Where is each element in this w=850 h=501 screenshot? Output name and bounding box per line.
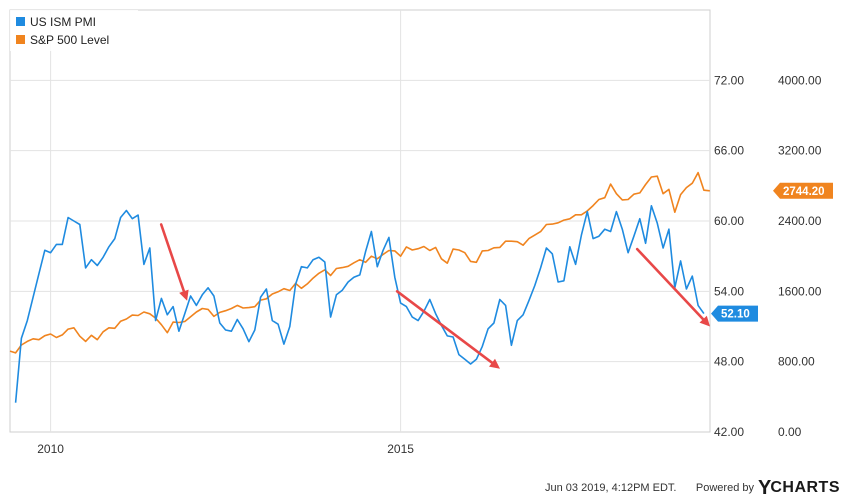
powered-by-text: Powered by: [695, 482, 754, 494]
legend-label-pmi: US ISM PMI: [30, 15, 96, 29]
legend-label-sp500: S&P 500 Level: [30, 33, 109, 47]
trend-arrow-head: [699, 315, 710, 327]
left-axis-tick-label: 42.00: [714, 425, 744, 439]
x-axis-ticks: 2010 2015: [37, 442, 414, 456]
series-line-pmi[interactable]: [14, 205, 705, 403]
trend-arrow-head: [179, 289, 189, 301]
trend-arrow: [635, 247, 710, 327]
right-axis-tick-label: 4000.00: [778, 73, 822, 87]
legend-swatch-sp500: [16, 35, 25, 44]
legend[interactable]: US ISM PMI S&P 500 Level: [10, 10, 138, 51]
legend-item-sp500[interactable]: S&P 500 Level: [16, 33, 109, 47]
series-line-sp500[interactable]: [9, 171, 710, 354]
badge-shape: [711, 305, 758, 322]
last-value-badges: 52.10 2744.20: [711, 182, 833, 322]
left-axis-tick-label: 48.00: [714, 355, 744, 369]
legend-swatch-pmi: [16, 17, 25, 26]
right-axis-ticks: 0.00 800.00 1600.00 2400.00 3200.00 4000.00: [778, 73, 822, 439]
right-axis-tick-label: 800.00: [778, 355, 815, 369]
badge-shape: [773, 182, 833, 199]
badge-label: 52.10: [721, 309, 750, 321]
left-axis-tick-label: 54.00: [714, 284, 744, 298]
last-value-badge-pmi: 52.10: [711, 305, 758, 322]
last-value-badge-sp500: 2744.20: [773, 182, 833, 199]
series-layer: [9, 171, 710, 403]
legend-item-pmi[interactable]: US ISM PMI: [16, 15, 96, 29]
badge-label: 2744.20: [783, 186, 825, 198]
left-axis-ticks: 42.00 48.00 54.00 60.00 66.00 72.00: [714, 73, 744, 439]
annotation-layer: [159, 223, 710, 369]
right-axis-tick-label: 0.00: [778, 425, 802, 439]
trend-arrow-shaft: [159, 223, 186, 293]
trend-arrow: [395, 290, 500, 369]
grid: [10, 10, 710, 432]
right-axis-tick-label: 3200.00: [778, 144, 822, 158]
x-axis-tick-label: 2015: [387, 442, 414, 456]
legend-box: [10, 10, 138, 51]
right-axis-tick-label: 2400.00: [778, 214, 822, 228]
left-axis-tick-label: 66.00: [714, 144, 744, 158]
left-axis-tick-label: 72.00: [714, 73, 744, 87]
footer-brand[interactable]: Powered by Y CHARTS: [695, 476, 840, 499]
x-axis-tick-label: 2010: [37, 442, 64, 456]
right-axis-tick-label: 1600.00: [778, 284, 822, 298]
footer-timestamp: Jun 03 2019, 4:12PM EDT.: [545, 482, 677, 494]
trend-arrow-shaft: [635, 247, 705, 321]
ycharts-logo-y: Y: [757, 476, 771, 499]
trend-arrow: [159, 223, 189, 301]
ycharts-logo-text: CHARTS: [770, 479, 840, 496]
trend-arrow-head: [489, 358, 500, 369]
chart: 42.00 48.00 54.00 60.00 66.00 72.00 0.00 800.0…: [9, 9, 833, 456]
trend-arrow-shaft: [395, 290, 494, 364]
left-axis-tick-label: 60.00: [714, 214, 744, 228]
